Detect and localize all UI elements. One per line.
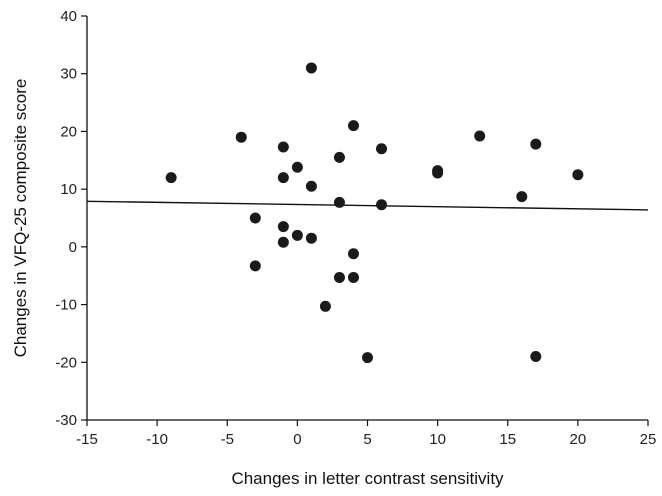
data-point	[333, 271, 345, 283]
trend-line-group	[86, 200, 649, 211]
x-axis-ticks: -15 -10 -5 0 5 10 15 20 25	[76, 420, 656, 448]
y-axis-title: Changes in VFQ-25 composite score	[11, 79, 30, 358]
y-tick-label: 40	[60, 8, 77, 25]
y-tick-label: 20	[60, 123, 77, 140]
data-point	[291, 161, 303, 173]
y-tick-label: 0	[69, 239, 77, 256]
data-point	[235, 131, 247, 143]
data-point	[376, 143, 388, 155]
data-point	[333, 196, 345, 208]
regression-line	[86, 200, 649, 211]
x-axis-title: Changes in letter contrast sensitivity	[231, 469, 504, 488]
data-point	[319, 300, 331, 312]
y-tick-label: -10	[55, 297, 77, 314]
x-tick-label: 20	[570, 431, 587, 448]
data-point	[572, 169, 584, 181]
x-tick-label: 5	[363, 431, 371, 448]
data-point	[347, 120, 359, 132]
data-point	[516, 191, 528, 203]
data-point	[165, 172, 177, 184]
data-points	[165, 62, 584, 364]
data-point	[249, 260, 261, 272]
data-point	[305, 62, 317, 74]
data-point	[277, 236, 289, 248]
data-point	[277, 221, 289, 233]
data-point	[530, 138, 542, 150]
data-point	[347, 248, 359, 260]
y-tick-label: 10	[60, 181, 77, 198]
x-tick-label: -10	[146, 431, 168, 448]
y-tick-label: -20	[55, 354, 77, 371]
x-tick-label: 25	[640, 431, 657, 448]
data-point	[291, 229, 303, 241]
x-tick-label: -15	[76, 431, 98, 448]
data-point	[305, 180, 317, 192]
data-point	[277, 172, 289, 184]
x-tick-label: 10	[429, 431, 446, 448]
x-tick-label: 15	[499, 431, 516, 448]
x-tick-label: -5	[221, 431, 234, 448]
data-point	[277, 141, 289, 153]
x-tick-label: 0	[293, 431, 301, 448]
y-tick-label: 30	[60, 66, 77, 83]
data-point	[333, 151, 345, 163]
data-point	[376, 199, 388, 211]
y-tick-label: -30	[55, 412, 77, 429]
data-point	[432, 167, 444, 179]
data-point	[305, 232, 317, 244]
data-point	[249, 212, 261, 224]
data-point	[347, 271, 359, 283]
y-axis-ticks: -30 -20 -10 0 10 20 30 40	[55, 8, 87, 429]
data-point	[362, 352, 373, 364]
data-point	[474, 130, 486, 142]
data-point	[530, 351, 542, 363]
